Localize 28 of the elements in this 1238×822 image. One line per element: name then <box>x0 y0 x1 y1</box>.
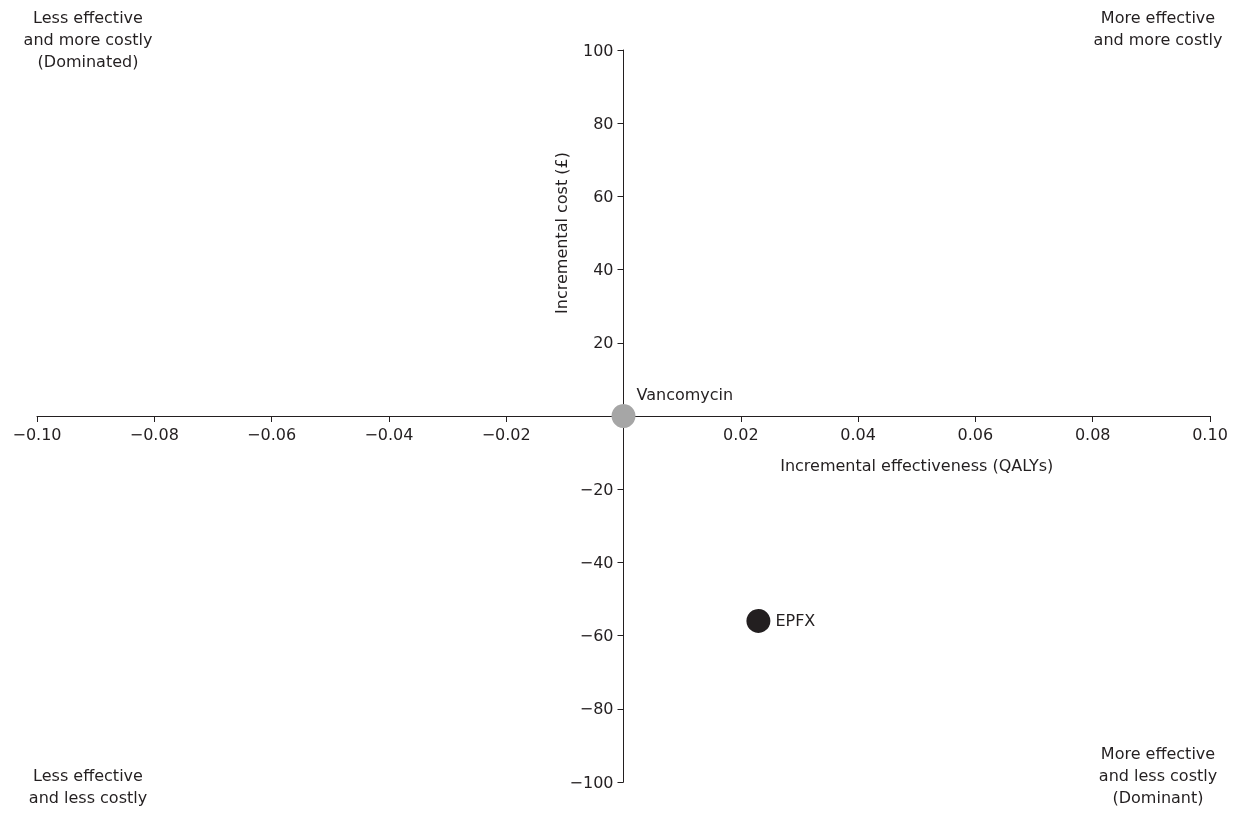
y-tick-label: 40 <box>593 260 614 280</box>
x-tick-label: 0.08 <box>1074 424 1111 444</box>
y-tick-label: 100 <box>582 40 614 60</box>
annotation: More effective and less costly (Dominant) <box>1098 743 1218 807</box>
x-tick-label: −0.04 <box>364 424 414 444</box>
x-tick-label: −0.06 <box>247 424 297 444</box>
y-tick-label: 60 <box>593 186 614 206</box>
annotation: Less effective and more costly (Dominated) <box>23 7 153 71</box>
y-tick-label: −100 <box>569 772 614 792</box>
series-label: Vancomycin <box>636 384 734 404</box>
y-tick-label: 20 <box>593 333 614 353</box>
x-tick-label: −0.10 <box>12 424 62 444</box>
y-axis-title: Incremental cost (£) <box>552 152 571 314</box>
y-tick-label: 80 <box>593 113 614 133</box>
x-tick-label: −0.02 <box>481 424 531 444</box>
x-tick-label: 0.06 <box>957 424 994 444</box>
x-axis-title: Incremental effectiveness (QALYs) <box>780 455 1054 475</box>
text: More effective and more costly <box>1093 7 1223 49</box>
annotation: Less effective and less costly <box>28 765 148 807</box>
y-tick-label: −80 <box>579 699 614 719</box>
x-tick-label: 0.10 <box>1192 424 1228 444</box>
y-tick-label: −60 <box>579 626 614 646</box>
x-tick-label: 0.04 <box>840 424 876 444</box>
x-tick-label: 0.02 <box>722 424 759 444</box>
series-label: EPFX <box>775 611 816 631</box>
x-tick-label: −0.08 <box>129 424 179 444</box>
y-tick-label: −40 <box>579 552 614 572</box>
y-tick-label: −20 <box>579 479 614 499</box>
